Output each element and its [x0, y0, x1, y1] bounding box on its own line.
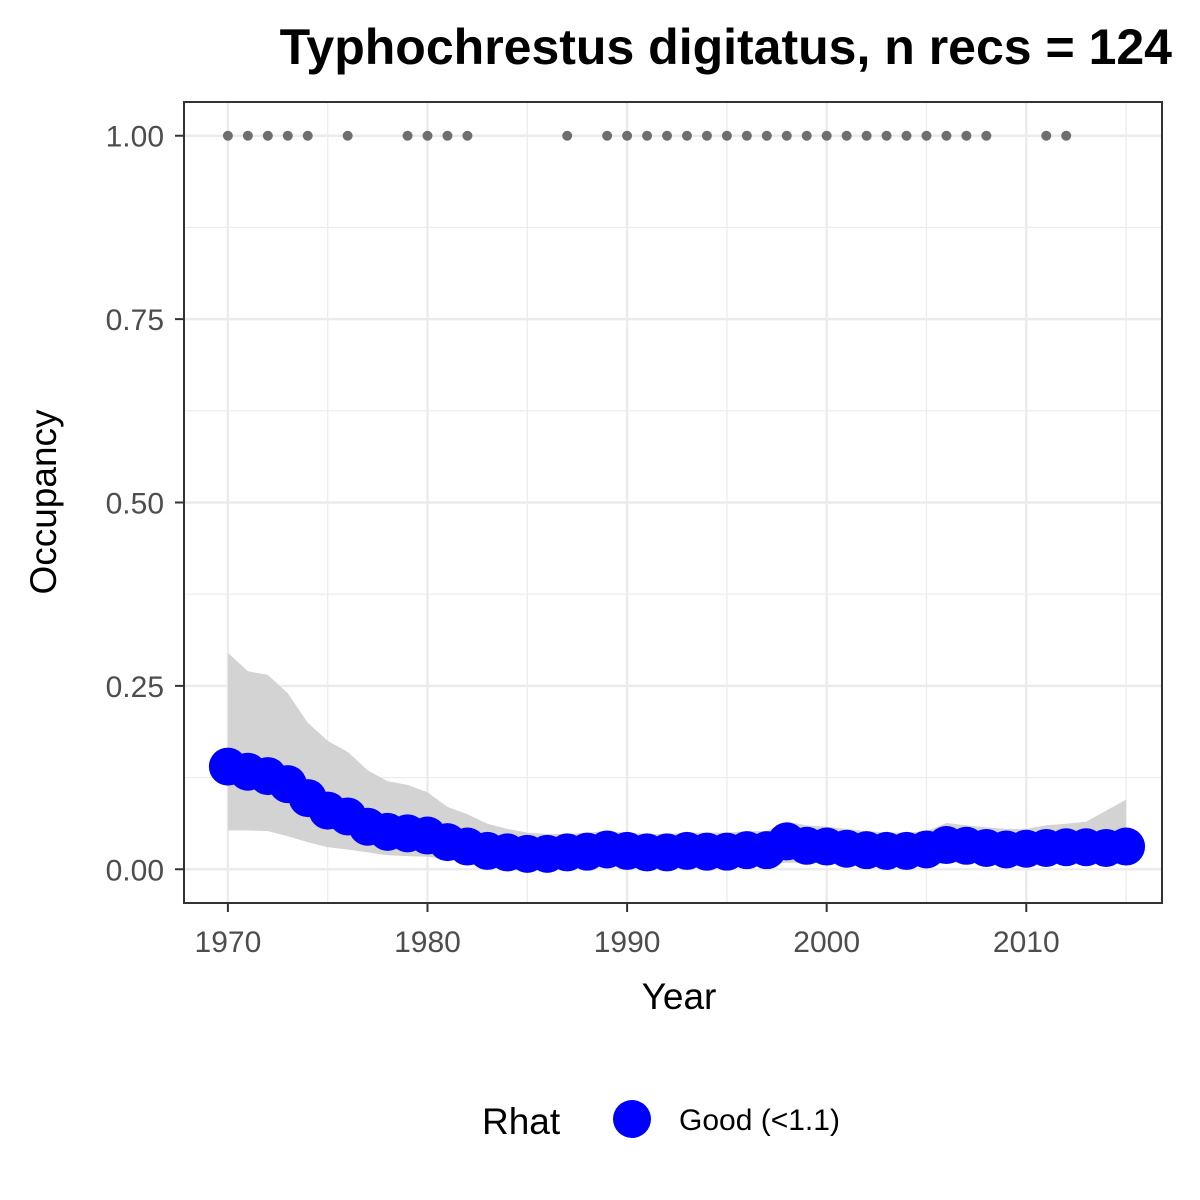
legend: Rhat Good (<1.1) — [482, 1100, 840, 1142]
y-tick-label: 0.75 — [106, 304, 164, 337]
credible-interval-ribbon — [227, 652, 1127, 865]
record-point — [921, 130, 932, 141]
record-point — [1061, 130, 1072, 141]
x-tick-label: 2010 — [993, 926, 1060, 959]
record-point — [681, 130, 692, 141]
record-point — [622, 130, 633, 141]
y-axis: 0.00 0.25 0.50 0.75 1.00 — [106, 121, 184, 887]
credible-interval-layer — [227, 652, 1127, 865]
record-point — [821, 130, 832, 141]
x-tick-label: 1980 — [394, 926, 461, 959]
x-axis: 1970 1980 1990 2000 2010 — [195, 903, 1060, 959]
record-point — [242, 130, 253, 141]
record-point — [881, 130, 892, 141]
record-point — [981, 130, 992, 141]
record-point — [262, 130, 273, 141]
record-point — [781, 130, 792, 141]
record-point — [861, 130, 872, 141]
record-point — [662, 130, 673, 141]
record-point — [941, 130, 952, 141]
record-point — [222, 130, 233, 141]
record-point — [841, 130, 852, 141]
y-tick-label: 0.50 — [106, 488, 164, 521]
records-layer — [222, 130, 1072, 141]
record-point — [602, 130, 613, 141]
record-point — [282, 130, 293, 141]
occupancy-points-layer — [208, 747, 1146, 873]
record-point — [901, 130, 912, 141]
x-axis-title: Year — [642, 976, 717, 1017]
legend-title: Rhat — [482, 1101, 561, 1142]
record-point — [701, 130, 712, 141]
record-point — [642, 130, 653, 141]
record-point — [801, 130, 812, 141]
record-point — [462, 130, 473, 141]
occupancy-point — [1107, 827, 1146, 866]
record-point — [761, 130, 772, 141]
record-point — [562, 130, 573, 141]
record-point — [422, 130, 433, 141]
y-axis-title: Occupancy — [23, 409, 64, 595]
y-tick-label: 1.00 — [106, 121, 164, 154]
y-tick-label: 0.00 — [106, 854, 164, 887]
record-point — [442, 130, 453, 141]
record-point — [402, 130, 413, 141]
legend-key-good — [613, 1100, 651, 1138]
chart-title: Typhochrestus digitatus, n recs = 124 — [280, 19, 1173, 75]
y-tick-label: 0.25 — [106, 671, 164, 704]
record-point — [302, 130, 313, 141]
record-point — [342, 130, 353, 141]
record-point — [961, 130, 972, 141]
record-point — [741, 130, 752, 141]
x-tick-label: 1970 — [195, 926, 262, 959]
legend-label-good: Good (<1.1) — [679, 1104, 840, 1137]
record-point — [1041, 130, 1052, 141]
x-tick-label: 2000 — [793, 926, 860, 959]
x-tick-label: 1990 — [594, 926, 661, 959]
record-point — [721, 130, 732, 141]
